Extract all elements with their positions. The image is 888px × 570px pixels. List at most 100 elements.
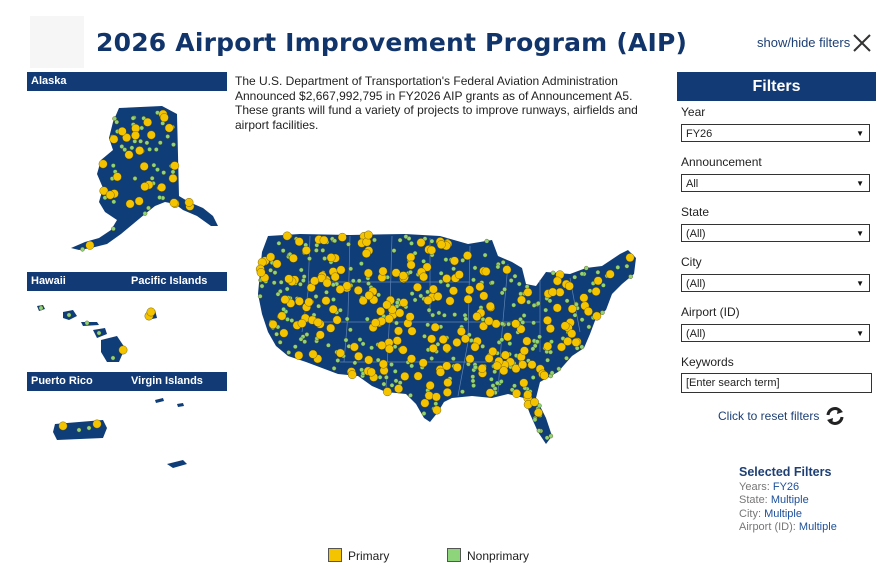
primary-airport-marker[interactable]	[499, 366, 509, 376]
primary-airport-marker[interactable]	[169, 198, 179, 208]
primary-airport-marker[interactable]	[392, 336, 402, 346]
primary-airport-marker[interactable]	[427, 245, 437, 255]
nonprimary-airport-marker[interactable]	[499, 290, 505, 296]
nonprimary-airport-marker[interactable]	[298, 336, 304, 342]
nonprimary-airport-marker[interactable]	[430, 312, 435, 318]
primary-airport-marker[interactable]	[545, 324, 555, 334]
nonprimary-airport-marker[interactable]	[161, 170, 166, 175]
nonprimary-airport-marker[interactable]	[507, 341, 513, 346]
nonprimary-airport-marker[interactable]	[451, 266, 456, 272]
nonprimary-airport-marker[interactable]	[313, 294, 319, 299]
primary-airport-marker[interactable]	[416, 238, 426, 248]
primary-airport-marker[interactable]	[363, 230, 373, 240]
primary-airport-marker[interactable]	[465, 354, 475, 364]
primary-airport-marker[interactable]	[170, 161, 180, 171]
primary-airport-marker[interactable]	[302, 246, 311, 255]
primary-airport-marker[interactable]	[384, 314, 394, 324]
nonprimary-airport-marker[interactable]	[463, 316, 469, 322]
primary-airport-marker[interactable]	[336, 348, 345, 358]
nonprimary-airport-marker[interactable]	[531, 303, 537, 308]
primary-airport-marker[interactable]	[492, 361, 502, 371]
primary-airport-marker[interactable]	[592, 311, 602, 321]
primary-airport-marker[interactable]	[579, 293, 589, 303]
nonprimary-airport-marker[interactable]	[293, 344, 298, 349]
nonprimary-airport-marker[interactable]	[302, 339, 307, 344]
primary-airport-marker[interactable]	[398, 345, 408, 355]
nonprimary-airport-marker[interactable]	[442, 313, 447, 318]
primary-airport-marker[interactable]	[543, 341, 553, 351]
nonprimary-airport-marker[interactable]	[484, 238, 490, 244]
primary-airport-marker[interactable]	[377, 341, 387, 350]
contiguous-us-map[interactable]	[240, 222, 660, 462]
primary-airport-marker[interactable]	[135, 146, 145, 155]
nonprimary-airport-marker[interactable]	[409, 363, 414, 369]
primary-airport-marker[interactable]	[321, 296, 331, 306]
nonprimary-airport-marker[interactable]	[348, 266, 353, 272]
nonprimary-airport-marker[interactable]	[549, 370, 555, 376]
nonprimary-airport-marker[interactable]	[316, 303, 321, 309]
primary-airport-marker[interactable]	[319, 235, 329, 245]
nonprimary-airport-marker[interactable]	[86, 425, 92, 431]
nonprimary-airport-marker[interactable]	[144, 140, 150, 146]
primary-airport-marker[interactable]	[543, 316, 552, 325]
primary-airport-marker[interactable]	[297, 319, 307, 328]
primary-airport-marker[interactable]	[304, 297, 314, 307]
primary-airport-marker[interactable]	[124, 150, 134, 160]
nonprimary-airport-marker[interactable]	[480, 317, 486, 322]
nonprimary-airport-marker[interactable]	[111, 199, 117, 205]
primary-airport-marker[interactable]	[431, 392, 441, 402]
nonprimary-airport-marker[interactable]	[346, 241, 351, 247]
nonprimary-airport-marker[interactable]	[392, 369, 398, 374]
nonprimary-airport-marker[interactable]	[445, 283, 451, 288]
primary-airport-marker[interactable]	[376, 306, 386, 316]
primary-airport-marker[interactable]	[277, 311, 287, 321]
primary-airport-marker[interactable]	[465, 285, 475, 295]
primary-airport-marker[interactable]	[527, 360, 537, 370]
primary-airport-marker[interactable]	[519, 378, 529, 388]
nonprimary-airport-marker[interactable]	[502, 287, 507, 292]
nonprimary-airport-marker[interactable]	[375, 357, 381, 363]
nonprimary-airport-marker[interactable]	[579, 317, 585, 322]
primary-airport-marker[interactable]	[328, 304, 338, 314]
primary-airport-marker[interactable]	[605, 269, 615, 279]
nonprimary-airport-marker[interactable]	[397, 237, 403, 243]
nonprimary-airport-marker[interactable]	[359, 261, 364, 266]
nonprimary-airport-marker[interactable]	[38, 305, 44, 311]
primary-airport-marker[interactable]	[364, 355, 374, 365]
primary-airport-marker[interactable]	[500, 350, 510, 360]
primary-airport-marker[interactable]	[418, 358, 428, 368]
primary-airport-marker[interactable]	[419, 272, 429, 282]
primary-airport-marker[interactable]	[146, 130, 156, 140]
primary-airport-marker[interactable]	[407, 354, 416, 364]
primary-airport-marker[interactable]	[362, 249, 371, 258]
primary-airport-marker[interactable]	[146, 307, 156, 317]
nonprimary-airport-marker[interactable]	[393, 378, 399, 384]
nonprimary-airport-marker[interactable]	[147, 147, 152, 152]
primary-airport-marker[interactable]	[382, 300, 392, 310]
nonprimary-airport-marker[interactable]	[389, 362, 394, 367]
nonprimary-airport-marker[interactable]	[511, 302, 517, 308]
nonprimary-airport-marker[interactable]	[421, 411, 427, 416]
primary-airport-marker[interactable]	[294, 350, 304, 360]
primary-airport-marker[interactable]	[354, 351, 364, 361]
primary-airport-marker[interactable]	[428, 344, 438, 353]
nonprimary-airport-marker[interactable]	[418, 293, 424, 299]
primary-airport-marker[interactable]	[567, 304, 577, 314]
primary-airport-marker[interactable]	[442, 274, 452, 283]
primary-airport-marker[interactable]	[425, 381, 435, 390]
primary-airport-marker[interactable]	[428, 284, 438, 294]
primary-airport-marker[interactable]	[413, 282, 422, 292]
nonprimary-airport-marker[interactable]	[352, 360, 358, 366]
nonprimary-airport-marker[interactable]	[403, 234, 409, 239]
nonprimary-airport-marker[interactable]	[304, 332, 310, 337]
nonprimary-airport-marker[interactable]	[534, 339, 540, 344]
nonprimary-airport-marker[interactable]	[587, 288, 593, 294]
nonprimary-airport-marker[interactable]	[360, 341, 366, 347]
nonprimary-airport-marker[interactable]	[112, 116, 117, 121]
nonprimary-airport-marker[interactable]	[157, 195, 162, 200]
primary-airport-marker[interactable]	[395, 308, 405, 318]
primary-airport-marker[interactable]	[382, 387, 392, 397]
nonprimary-airport-marker[interactable]	[170, 169, 176, 175]
primary-airport-marker[interactable]	[282, 231, 292, 241]
nonprimary-airport-marker[interactable]	[526, 299, 531, 305]
